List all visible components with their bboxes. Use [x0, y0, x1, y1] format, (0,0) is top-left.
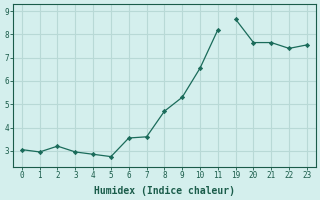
X-axis label: Humidex (Indice chaleur): Humidex (Indice chaleur) [94, 186, 235, 196]
